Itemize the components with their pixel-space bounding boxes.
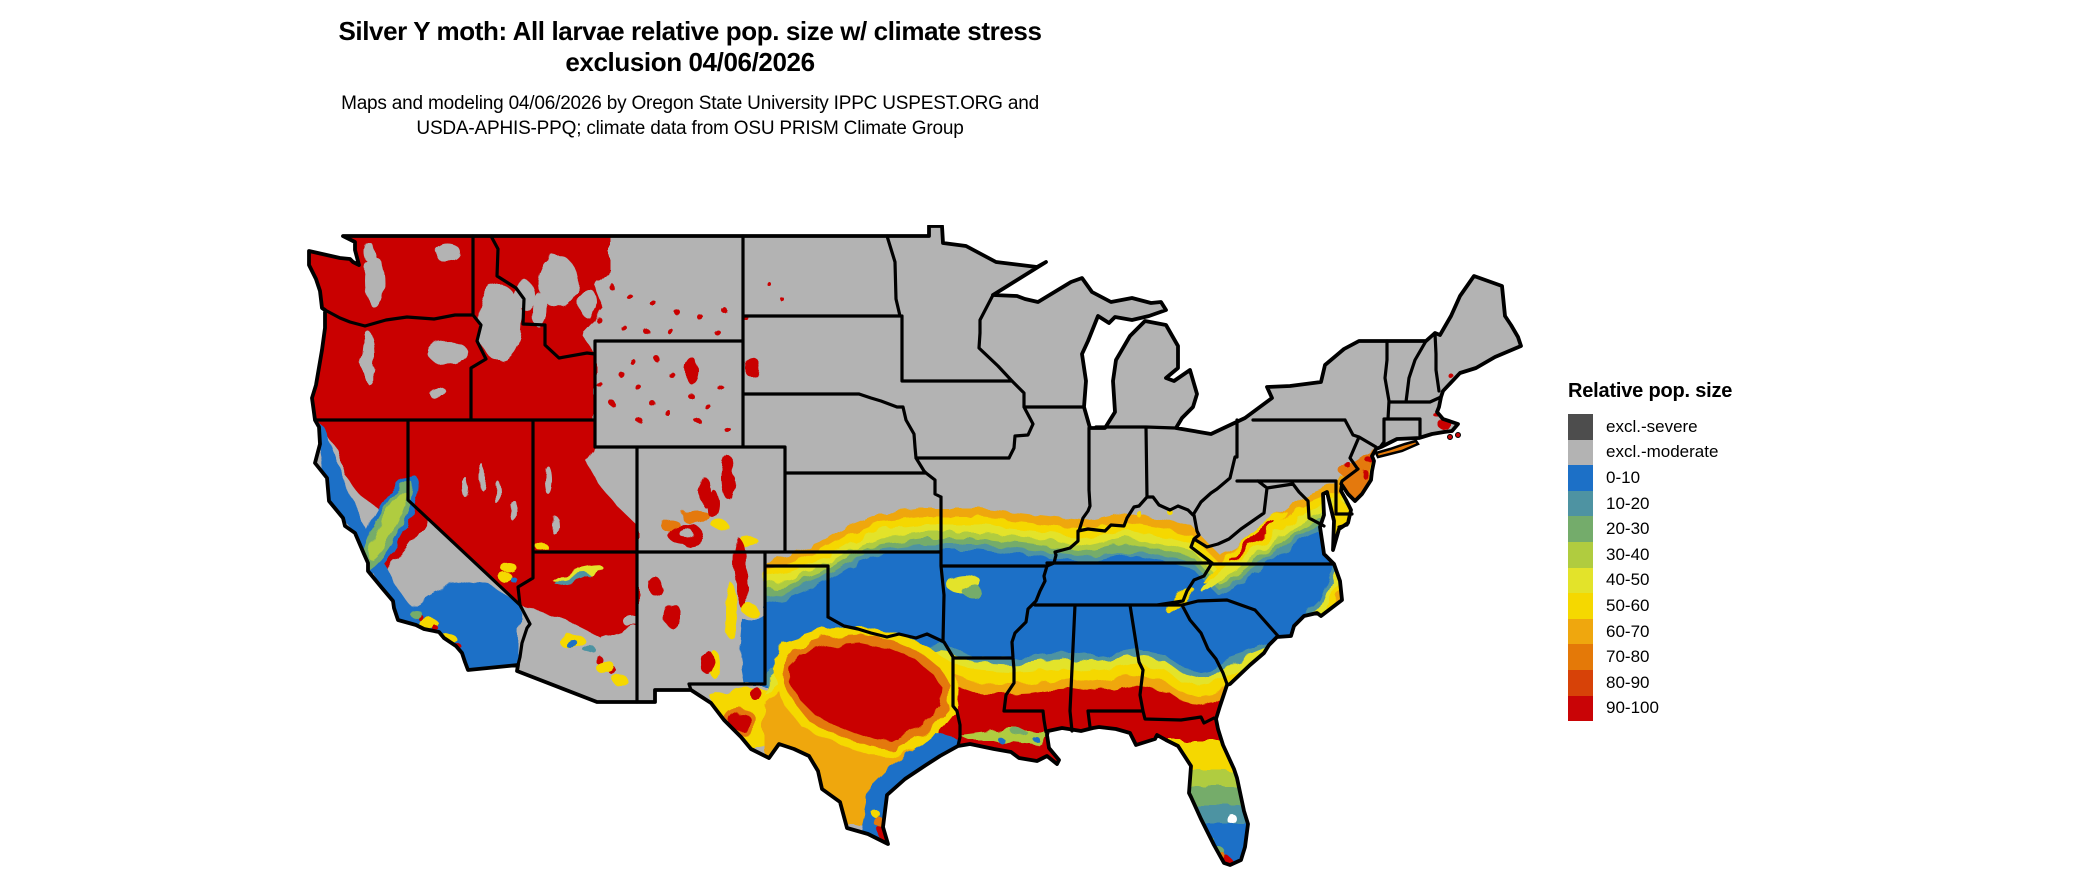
legend-label: 0-10	[1606, 467, 1641, 487]
us-map	[300, 224, 1540, 885]
legend-label: 50-60	[1606, 595, 1650, 615]
legend-item: 60-70	[1568, 618, 1798, 645]
legend-swatch-0-10	[1568, 465, 1593, 491]
legend-label: 90-100	[1606, 698, 1659, 718]
legend-item: 30-40	[1568, 541, 1798, 568]
legend-swatch-20-30	[1568, 516, 1593, 542]
legend-label: 30-40	[1606, 544, 1650, 564]
legend-title: Relative pop. size	[1568, 380, 1733, 402]
legend-swatch-80-90	[1568, 669, 1593, 696]
us-map-svg	[307, 224, 1523, 867]
island-speck	[1447, 434, 1453, 440]
legend-item: 10-20	[1568, 490, 1798, 517]
legend-item: 70-80	[1568, 644, 1798, 670]
legend-label: 40-50	[1606, 570, 1650, 590]
legend-item: 50-60	[1568, 593, 1798, 619]
legend-swatch-40-50	[1568, 567, 1593, 594]
legend-label: 60-70	[1606, 621, 1650, 641]
legend-item: 20-30	[1568, 516, 1798, 542]
legend-item: 40-50	[1568, 567, 1798, 594]
title-line-1: Silver Y moth: All larvae relative pop. …	[338, 16, 1042, 46]
legend-item: 0-10	[1568, 465, 1798, 491]
page-subtitle: Maps and modeling 04/06/2026 by Oregon S…	[0, 91, 1380, 141]
legend-item: excl.-moderate	[1568, 439, 1798, 466]
legend-swatch-excl-moderate	[1568, 439, 1593, 466]
legend-item: 90-100	[1568, 695, 1798, 722]
long-island	[1374, 439, 1420, 459]
legend-swatch-70-80	[1568, 644, 1593, 670]
subtitle-line-2: USDA-APHIS-PPQ; climate data from OSU PR…	[416, 118, 964, 139]
legend-swatch-excl-severe	[1568, 414, 1593, 440]
legend-label: excl.-severe	[1606, 416, 1698, 436]
legend-label: 20-30	[1606, 519, 1650, 539]
conus-outline	[307, 224, 1523, 867]
legend-swatch-90-100	[1568, 695, 1593, 722]
legend-label: 80-90	[1606, 672, 1650, 692]
title-line-2: exclusion 04/06/2026	[565, 47, 815, 77]
legend-swatch-30-40	[1568, 541, 1593, 568]
legend-swatch-50-60	[1568, 593, 1593, 619]
legend-swatch-10-20	[1568, 490, 1593, 517]
legend-swatch-60-70	[1568, 618, 1593, 645]
island-speck	[1455, 432, 1461, 438]
legend-label: 10-20	[1606, 493, 1650, 513]
raster-layer	[309, 226, 1521, 865]
legend-item: excl.-severe	[1568, 414, 1798, 440]
subtitle-line-1: Maps and modeling 04/06/2026 by Oregon S…	[341, 93, 1039, 114]
legend-label: 70-80	[1606, 647, 1650, 667]
legend-label: excl.-moderate	[1606, 442, 1719, 462]
page-title: Silver Y moth: All larvae relative pop. …	[0, 16, 1380, 78]
legend: Relative pop. size excl.-severe excl.-mo…	[1568, 380, 1798, 722]
legend-item: 80-90	[1568, 669, 1798, 696]
